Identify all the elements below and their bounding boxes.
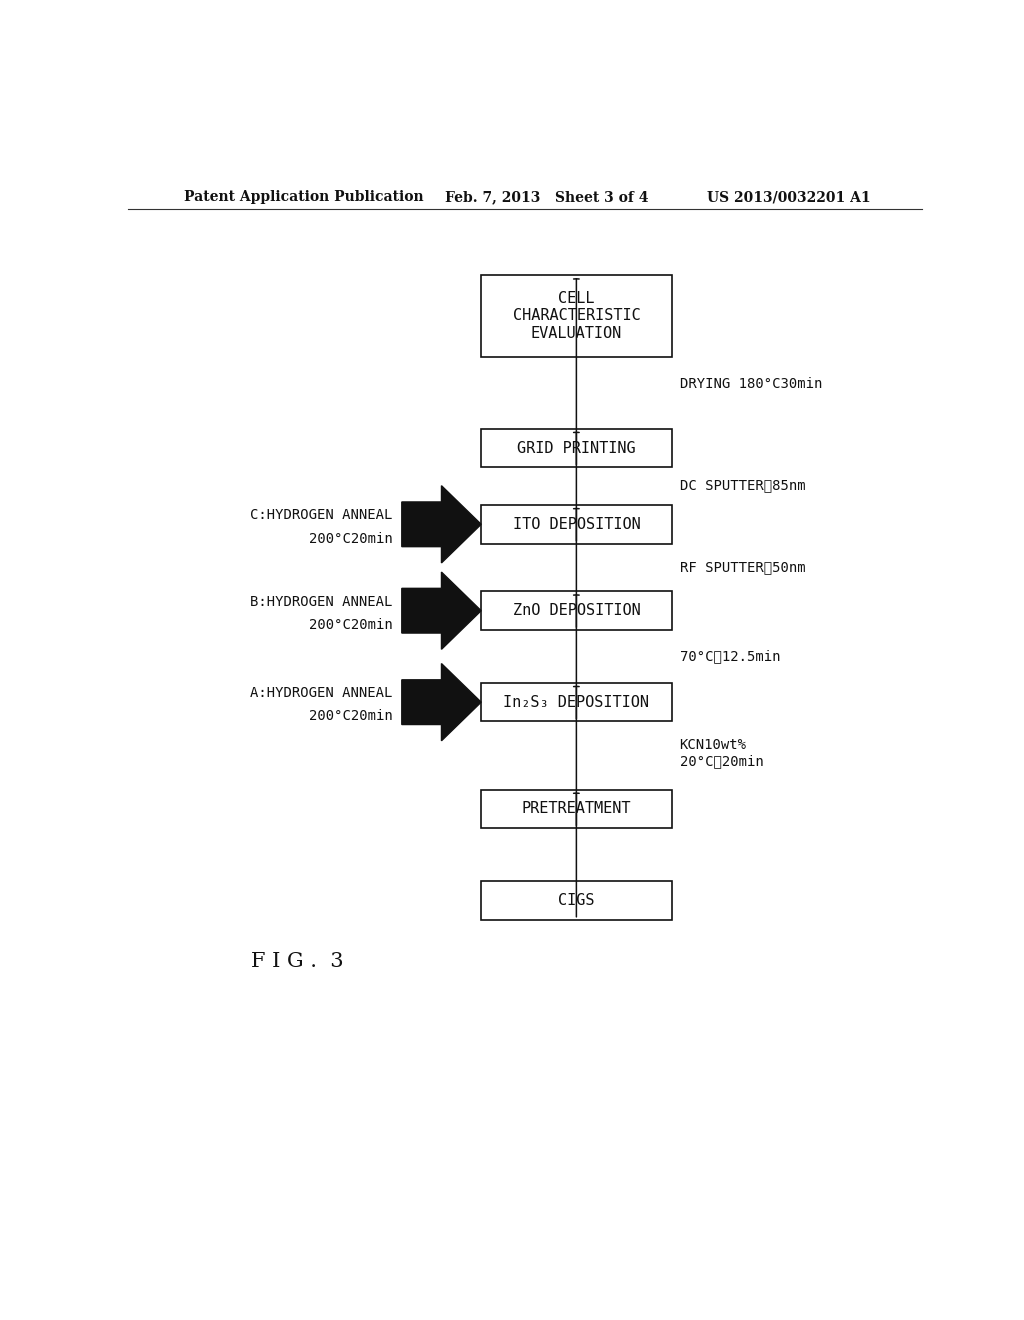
Bar bbox=[481, 789, 672, 828]
Text: DRYING 180°C30min: DRYING 180°C30min bbox=[680, 378, 822, 391]
Text: 200°C20min: 200°C20min bbox=[308, 709, 392, 723]
Bar bbox=[481, 591, 672, 630]
Text: GRID PRINTING: GRID PRINTING bbox=[517, 441, 636, 455]
Text: 70°C、12.5min: 70°C、12.5min bbox=[680, 649, 780, 664]
Text: US 2013/0032201 A1: US 2013/0032201 A1 bbox=[708, 190, 871, 205]
Text: A:HYDROGEN ANNEAL: A:HYDROGEN ANNEAL bbox=[250, 686, 392, 700]
Text: 200°C20min: 200°C20min bbox=[308, 532, 392, 545]
Polygon shape bbox=[401, 664, 481, 741]
Text: KCN10wt%
20°C、20min: KCN10wt% 20°C、20min bbox=[680, 738, 763, 768]
Bar bbox=[481, 682, 672, 722]
Polygon shape bbox=[401, 486, 481, 562]
Bar bbox=[481, 276, 672, 356]
Text: CIGS: CIGS bbox=[558, 892, 595, 908]
Bar bbox=[481, 880, 672, 920]
Text: ZnO DEPOSITION: ZnO DEPOSITION bbox=[512, 603, 640, 618]
Text: In₂S₃ DEPOSITION: In₂S₃ DEPOSITION bbox=[504, 694, 649, 710]
Bar bbox=[481, 429, 672, 467]
Text: PRETREATMENT: PRETREATMENT bbox=[521, 801, 631, 816]
Text: Patent Application Publication: Patent Application Publication bbox=[183, 190, 423, 205]
Text: ITO DEPOSITION: ITO DEPOSITION bbox=[512, 517, 640, 532]
Text: B:HYDROGEN ANNEAL: B:HYDROGEN ANNEAL bbox=[250, 594, 392, 609]
Text: F I G .  3: F I G . 3 bbox=[251, 952, 344, 970]
Text: 200°C20min: 200°C20min bbox=[308, 618, 392, 632]
Text: C:HYDROGEN ANNEAL: C:HYDROGEN ANNEAL bbox=[250, 508, 392, 523]
Text: CELL
CHARACTERISTIC
EVALUATION: CELL CHARACTERISTIC EVALUATION bbox=[512, 290, 640, 341]
Polygon shape bbox=[401, 572, 481, 649]
Text: Feb. 7, 2013   Sheet 3 of 4: Feb. 7, 2013 Sheet 3 of 4 bbox=[445, 190, 649, 205]
Text: DC SPUTTER、85nm: DC SPUTTER、85nm bbox=[680, 479, 805, 492]
Text: RF SPUTTER、50nm: RF SPUTTER、50nm bbox=[680, 560, 805, 574]
Bar bbox=[481, 506, 672, 544]
